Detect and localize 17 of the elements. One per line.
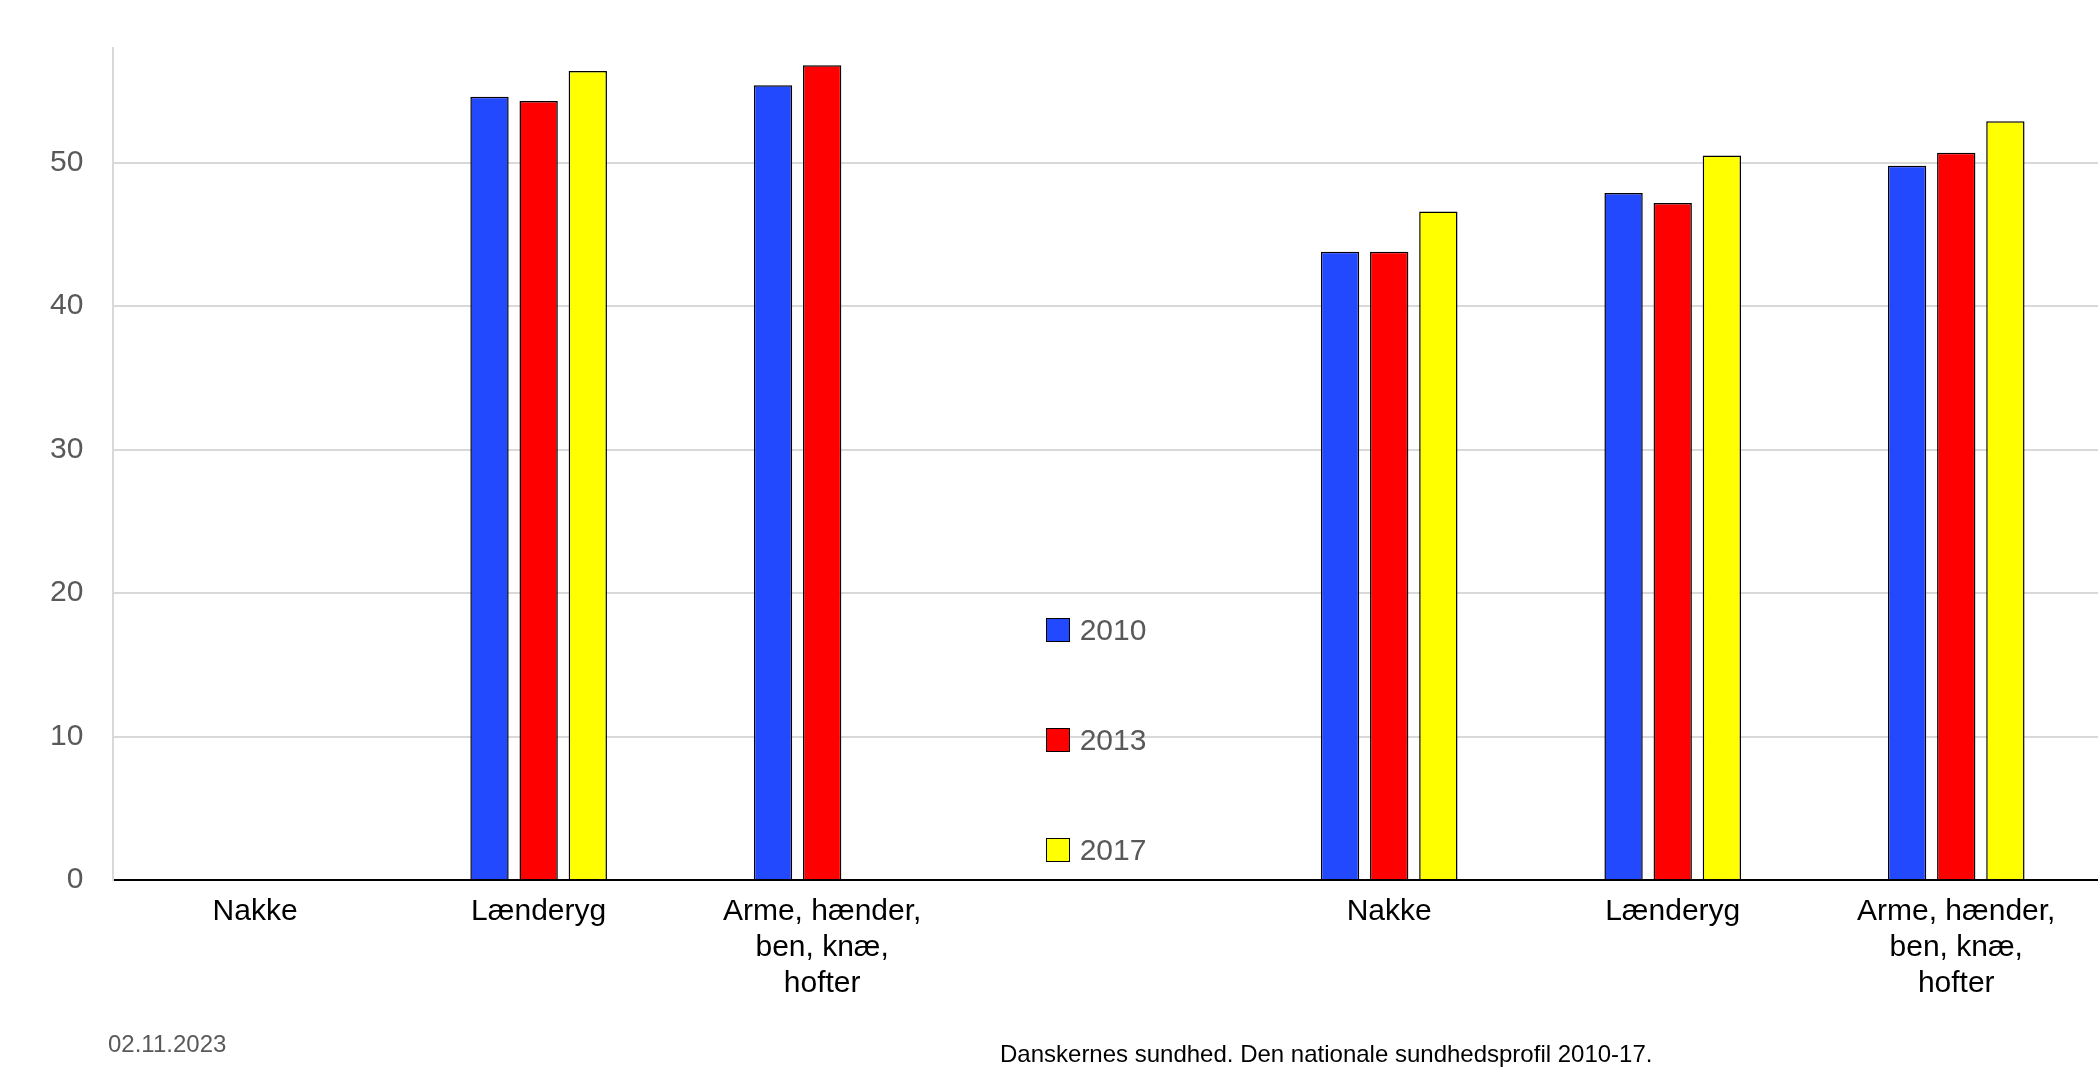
y-tick-label: 0 [66,861,84,895]
text: Danskernes sundhed. Den nationale sundhedsprofil 2010-17. [1000,1040,1653,1068]
y-tick-label: 30 [49,430,84,464]
x-tick-label: Arme, hænder, ben, knæ, hofter [1857,893,2056,999]
legend-label: 2013 [1079,723,1147,757]
legend-label: 2017 [1079,833,1147,867]
y-tick-label: 50 [49,144,84,178]
x-tick-label: Nakke [1346,893,1432,927]
y-tick-label: 20 [49,574,84,608]
x-tick-label: Arme, hænder, ben, knæ, hofter [722,893,922,999]
x-tick-label: Lænderyg [1605,893,1741,927]
x-tick-label: Lænderyg [471,893,607,927]
text: 02.11.2023 [108,1030,227,1058]
x-tick-label: Nakke [212,893,298,927]
y-tick-label: 40 [49,287,84,321]
y-tick-label: 10 [49,717,84,751]
legend-label: 2010 [1079,613,1147,647]
